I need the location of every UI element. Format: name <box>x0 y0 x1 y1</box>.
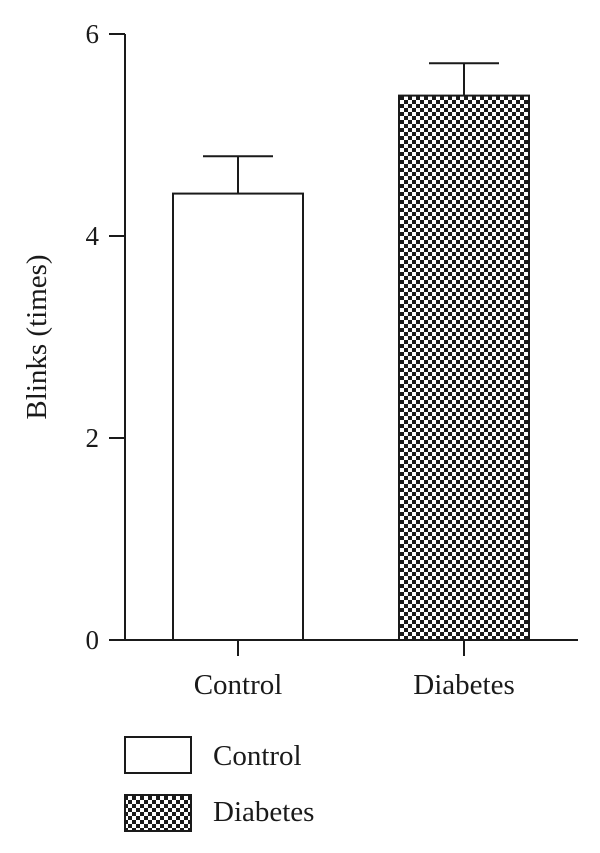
legend-label-control: Control <box>213 740 302 772</box>
legend: Control Diabetes <box>124 736 314 832</box>
bars <box>172 94 530 642</box>
y-tick-label: 2 <box>86 423 100 453</box>
legend-swatch-diabetes <box>124 794 192 832</box>
error-bars <box>203 62 499 194</box>
y-tick-label: 0 <box>86 625 100 655</box>
x-tick-label: Control <box>194 669 283 701</box>
y-axis-title: Blinks (times) <box>21 254 53 419</box>
bar-control <box>172 192 304 642</box>
legend-label-diabetes: Diabetes <box>213 796 314 828</box>
bar-diabetes <box>398 94 530 642</box>
x-tick-labels: Control Diabetes <box>194 669 515 701</box>
y-tick-label: 6 <box>86 19 100 49</box>
y-tick-label: 4 <box>86 221 100 251</box>
legend-swatch-control <box>124 736 192 774</box>
y-tick-labels: 0 2 4 6 <box>86 19 100 655</box>
x-tick-label: Diabetes <box>413 669 514 701</box>
